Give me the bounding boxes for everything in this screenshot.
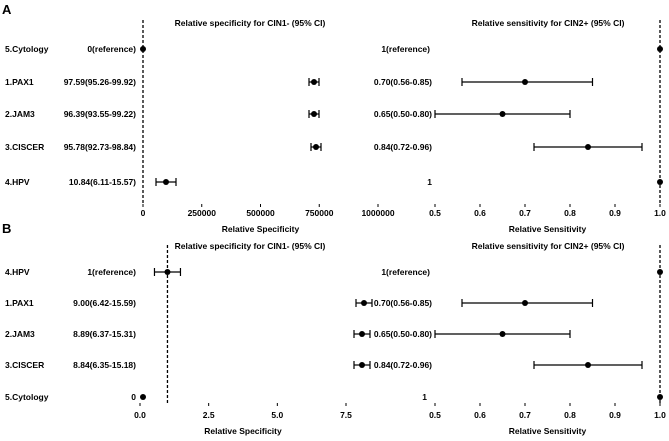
row-label: 3.CISCER (5, 360, 44, 370)
value-label: 0(reference) (87, 44, 136, 54)
value-label: 95.78(92.73-98.84) (64, 142, 136, 152)
point-estimate (140, 46, 146, 52)
value-label: 1 (427, 177, 432, 187)
x-tick-label: 0.5 (429, 208, 441, 218)
x-tick-label: 0.0 (134, 410, 146, 420)
point-estimate (359, 331, 365, 337)
value-label: 10.84(6.11-15.57) (69, 177, 136, 187)
value-label: 1(reference) (381, 267, 430, 277)
panel-a: A 5.Cytology 1.PAX1 2.JAM3 3.CISCER 4.HPV Rela… (2, 2, 666, 234)
point-estimate (657, 394, 663, 400)
value-label: 1 (422, 392, 427, 402)
value-label: 0.70(0.56-0.85) (374, 77, 432, 87)
sensitivity-subplot: Relative sensitivity for CIN2+ (95% CI) 0… (374, 241, 666, 436)
x-axis-label: Relative Specificity (204, 426, 282, 436)
value-label: 0.65(0.50-0.80) (374, 109, 432, 119)
row-label: 5.Cytology (5, 44, 49, 54)
x-tick-label: 500000 (246, 208, 275, 218)
point-estimate (657, 179, 663, 185)
value-label: 0.70(0.56-0.85) (374, 298, 432, 308)
point-estimate (140, 394, 146, 400)
point-estimate (164, 269, 171, 275)
x-tick-label: 0.7 (519, 208, 531, 218)
value-label: 0.65(0.50-0.80) (374, 329, 432, 339)
row-label: 1.PAX1 (5, 77, 34, 87)
value-label: 97.59(95.26-99.92) (64, 77, 136, 87)
x-tick-label: 0.6 (474, 410, 486, 420)
value-label: 0.84(0.72-0.96) (374, 360, 432, 370)
x-tick-label: 0.8 (564, 208, 576, 218)
panel-b: B 4.HPV 1.PAX1 2.JAM3 3.CISCER 5.Cytology Rela… (2, 221, 666, 436)
point-estimate (522, 79, 528, 85)
x-axis-label: Relative Sensitivity (509, 426, 587, 436)
value-label: 1(reference) (87, 267, 136, 277)
specificity-subplot: Relative specificity for CIN1- (95% CI) 0… (64, 18, 395, 234)
x-tick-label: 750000 (305, 208, 334, 218)
point-estimate (311, 111, 317, 117)
x-tick-label: 0.8 (564, 410, 576, 420)
row-label: 2.JAM3 (5, 329, 35, 339)
point-estimate (657, 269, 663, 275)
x-tick-label: 5.0 (271, 410, 283, 420)
x-tick-label: 0.5 (429, 410, 441, 420)
specificity-subplot: Relative specificity for CIN1- (95% CI) 0… (73, 241, 373, 436)
row-label: 4.HPV (5, 267, 30, 277)
x-tick-label: 0.6 (474, 208, 486, 218)
point-estimate (359, 362, 365, 368)
subplot-title: Relative specificity for CIN1- (95% CI) (175, 18, 326, 28)
sensitivity-subplot: Relative sensitivity for CIN2+ (95% CI) 0… (374, 18, 666, 234)
point-estimate (163, 179, 169, 185)
row-label: 5.Cytology (5, 392, 49, 402)
point-estimate (499, 331, 506, 337)
x-tick-label: 0.7 (519, 410, 531, 420)
x-axis-label: Relative Sensitivity (509, 224, 587, 234)
point-estimate (657, 46, 663, 52)
x-tick-label: 7.5 (340, 410, 352, 420)
point-estimate (585, 362, 591, 368)
row-label: 4.HPV (5, 177, 30, 187)
point-estimate (313, 144, 319, 150)
x-tick-label: 2.5 (203, 410, 215, 420)
point-estimate (585, 144, 591, 150)
value-label: 8.89(6.37-15.31) (73, 329, 136, 339)
x-axis-label: Relative Specificity (222, 224, 300, 234)
value-label: 96.39(93.55-99.22) (64, 109, 136, 119)
row-label: 1.PAX1 (5, 298, 34, 308)
x-tick-label: 1.0 (654, 208, 666, 218)
row-label: 2.JAM3 (5, 109, 35, 119)
panel-letter: A (2, 2, 12, 17)
row-label: 3.CISCER (5, 142, 44, 152)
subplot-title: Relative sensitivity for CIN2+ (95% CI) (472, 241, 625, 251)
value-label: 0.84(0.72-0.96) (374, 142, 432, 152)
point-estimate (311, 79, 317, 85)
point-estimate (522, 300, 528, 306)
subplot-title: Relative sensitivity for CIN2+ (95% CI) (472, 18, 625, 28)
value-label: 1(reference) (381, 44, 430, 54)
x-tick-label: 0.9 (609, 410, 621, 420)
point-estimate (361, 300, 367, 306)
value-label: 0 (131, 392, 136, 402)
x-tick-label: 1000000 (361, 208, 394, 218)
value-label: 9.00(6.42-15.59) (73, 298, 136, 308)
x-tick-label: 250000 (188, 208, 217, 218)
subplot-title: Relative specificity for CIN1- (95% CI) (175, 241, 326, 251)
x-tick-label: 1.0 (654, 410, 666, 420)
x-tick-label: 0 (141, 208, 146, 218)
point-estimate (499, 111, 506, 117)
panel-letter: B (2, 221, 11, 236)
value-label: 8.84(6.35-15.18) (73, 360, 136, 370)
x-tick-label: 0.9 (609, 208, 621, 218)
